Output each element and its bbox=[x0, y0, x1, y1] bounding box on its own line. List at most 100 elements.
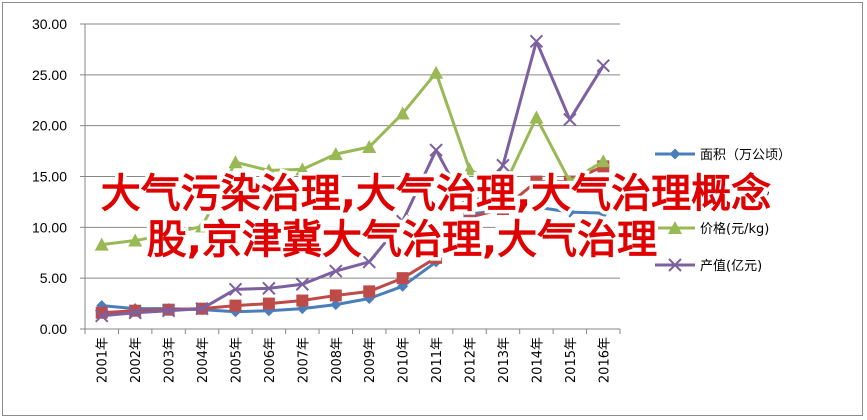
legend-label: 产值(亿元) bbox=[700, 258, 762, 274]
marker-stroke bbox=[462, 205, 477, 219]
marker-stroke bbox=[429, 143, 443, 157]
axes bbox=[80, 23, 621, 334]
data-point bbox=[262, 297, 275, 310]
marker-stroke bbox=[128, 306, 142, 320]
data-point bbox=[195, 301, 209, 316]
x-tick-labels: 2001年 2002年 2003年 2004年 2005年 2006年 2007年 2008年… bbox=[96, 337, 613, 383]
data-point bbox=[529, 34, 544, 48]
y-tick-label: 0.00 bbox=[40, 321, 67, 337]
marker-stroke bbox=[329, 264, 343, 278]
data-point bbox=[329, 289, 342, 302]
data-point bbox=[462, 205, 477, 219]
data-point bbox=[496, 158, 510, 173]
series-line bbox=[101, 39, 605, 318]
marker-stroke bbox=[668, 258, 682, 272]
series-3 bbox=[94, 65, 611, 251]
legend-label: 产量（万吨） bbox=[700, 185, 778, 200]
data-point bbox=[161, 303, 176, 318]
chart-frame bbox=[2, 2, 863, 416]
x-tick-label: 2002年 bbox=[129, 337, 144, 383]
x-tick-label: 2015年 bbox=[564, 337, 579, 383]
data-point bbox=[429, 143, 443, 157]
data-point bbox=[129, 304, 142, 317]
data-point bbox=[94, 237, 109, 251]
series-line bbox=[101, 71, 605, 247]
data-point bbox=[529, 110, 544, 124]
x-tick-label: 2005年 bbox=[229, 337, 244, 383]
data-point bbox=[530, 175, 543, 188]
data-point bbox=[128, 306, 142, 320]
data-point bbox=[396, 272, 409, 285]
overlay-line-2: 股,京津冀大气治理,大气治理 bbox=[147, 217, 657, 263]
data-point bbox=[128, 233, 143, 247]
marker-stroke bbox=[395, 214, 410, 228]
data-point bbox=[596, 58, 610, 73]
x-tick-label: 2003年 bbox=[163, 337, 178, 383]
overlay-watermark-text: 大气污染治理,大气治理,大气治理概念 股,京津冀大气治理,大气治理 bbox=[97, 168, 774, 267]
data-point bbox=[462, 162, 477, 176]
legend-marker bbox=[668, 258, 682, 272]
data-point bbox=[564, 206, 576, 218]
x-tick-label: 2011年 bbox=[430, 337, 445, 383]
data-point bbox=[429, 65, 444, 79]
data-point bbox=[363, 285, 376, 298]
data-point bbox=[95, 309, 109, 323]
data-point bbox=[328, 147, 343, 161]
data-point bbox=[563, 112, 577, 127]
marker-stroke bbox=[161, 303, 176, 318]
legend-marker bbox=[669, 148, 681, 160]
legend: 面积（万公顷） 产量（万吨） 价格(元/kg) 产值(亿元) bbox=[655, 148, 791, 274]
x-tick-label: 2012年 bbox=[464, 337, 479, 383]
series-group bbox=[94, 34, 611, 323]
data-point bbox=[229, 299, 242, 312]
data-point bbox=[296, 294, 309, 307]
y-tick-label: 5.00 bbox=[40, 270, 67, 286]
x-tick-label: 2009年 bbox=[363, 337, 378, 383]
x-tick-label: 2001年 bbox=[96, 337, 111, 383]
data-point bbox=[262, 281, 276, 296]
legend-item-2: 产量（万吨） bbox=[655, 185, 778, 200]
data-point bbox=[261, 163, 276, 177]
legend-label: 价格(元/kg) bbox=[700, 221, 769, 237]
data-point bbox=[330, 299, 342, 311]
data-point bbox=[295, 162, 310, 176]
marker-stroke bbox=[563, 112, 577, 127]
data-point bbox=[496, 203, 509, 216]
x-tick-label: 2016年 bbox=[597, 337, 612, 383]
legend-item-3: 价格(元/kg) bbox=[655, 221, 769, 237]
data-point bbox=[362, 255, 376, 269]
data-point bbox=[495, 181, 510, 195]
y-tick-label: 10.00 bbox=[32, 219, 67, 235]
x-tick-label: 2007年 bbox=[296, 337, 311, 383]
marker-stroke bbox=[596, 58, 610, 73]
marker-stroke bbox=[362, 255, 376, 269]
marker-stroke bbox=[295, 277, 310, 291]
marker-stroke bbox=[496, 158, 510, 173]
data-point bbox=[161, 227, 176, 241]
data-point bbox=[195, 219, 210, 233]
overlay-line-1: 大气污染治理,大气治理,大气治理概念 bbox=[101, 171, 771, 217]
series-4 bbox=[95, 34, 610, 323]
gridlines bbox=[85, 23, 620, 279]
data-point bbox=[329, 264, 343, 278]
data-point bbox=[395, 214, 410, 228]
x-tick-label: 2006年 bbox=[263, 337, 278, 383]
x-tick-label: 2004年 bbox=[196, 337, 211, 383]
data-point bbox=[295, 277, 310, 291]
y-tick-label: 20.00 bbox=[32, 118, 67, 134]
x-tick-label: 2014年 bbox=[530, 337, 545, 383]
data-point bbox=[228, 155, 243, 169]
x-tick-label: 2010年 bbox=[397, 337, 412, 383]
y-tick-label: 30.00 bbox=[32, 16, 67, 32]
marker-stroke bbox=[95, 309, 109, 323]
legend-label: 面积（万公顷） bbox=[700, 148, 791, 163]
x-tick-label: 2008年 bbox=[330, 337, 345, 383]
marker-stroke bbox=[195, 301, 209, 316]
marker-stroke bbox=[262, 281, 276, 296]
legend-item-1: 面积（万公顷） bbox=[655, 148, 791, 163]
y-tick-label: 25.00 bbox=[32, 67, 67, 83]
data-point bbox=[562, 174, 577, 188]
legend-marker bbox=[669, 185, 681, 197]
data-point bbox=[395, 106, 410, 120]
